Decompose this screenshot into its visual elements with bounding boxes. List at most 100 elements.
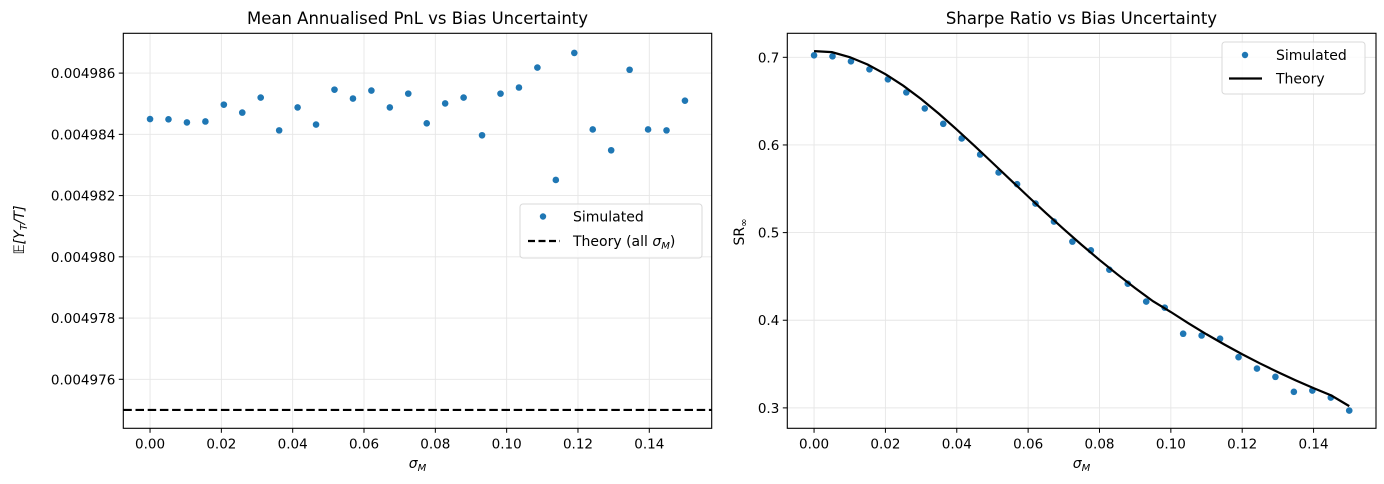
sharpe-simulated-point [1290,388,1298,396]
pnl-simulated-point [275,127,283,134]
pnl-simulated-point [165,116,172,123]
sharpe-x-tick-label: 0.12 [1227,436,1257,452]
pnl-y-tick-label: 0.004976 [51,372,115,388]
pnl-simulated-point [460,94,467,101]
sharpe-x-tick-label: 0.00 [799,436,829,452]
sharpe-simulated-point [903,89,910,96]
pnl-simulated-point [644,126,652,133]
pnl-gridlines [123,33,712,429]
pnl-simulated-point [423,120,431,127]
pnl-simulated-point [331,86,338,93]
sharpe-simulated-point [1179,330,1187,338]
pnl-x-tick-label: 0.00 [135,436,165,452]
sharpe-simulated-point [829,53,836,60]
sharpe-x-ticks: 0.00 0.02 0.04 0.06 0.08 0.10 0.12 0.14 [799,428,1329,452]
sharpe-simulated-point [921,105,929,112]
pnl-simulated-point [238,109,246,116]
pnl-legend-box [519,203,703,259]
pnl-simulated-point [552,176,560,184]
pnl-simulated-point [220,101,228,108]
sharpe-simulated-point [1235,353,1242,361]
pnl-y-axis-label: 𝔼[YT/T] [12,205,30,254]
sharpe-simulated-point [810,51,818,59]
pnl-simulated-point [146,115,154,123]
pnl-x-tick-label: 0.02 [206,436,236,452]
sharpe-y-tick-label: 0.6 [758,138,779,154]
pnl-legend-label-simulated: Simulated [573,210,644,226]
sharpe-theory-layer [813,49,1350,408]
pnl-x-ticks: 0.00 0.02 0.04 0.06 0.08 0.10 0.12 0.14 [135,428,664,452]
pnl-x-tick-label: 0.10 [492,436,522,452]
pnl-legend-label-theory: Theory (all σM) [572,234,675,252]
pnl-y-ticks: 0.004976 0.004978 0.004980 0.004982 0.004984… [51,66,124,388]
pnl-simulated-point [294,104,301,111]
pnl-simulated-point [626,66,633,74]
sharpe-legend-marker-simulated [1241,51,1249,59]
pnl-simulated-point [663,127,670,134]
pnl-simulated-point [404,90,412,97]
pnl-simulated-point [368,87,375,94]
pnl-x-tick-label: 0.06 [349,436,379,452]
pnl-y-tick-label: 0.004978 [51,311,115,327]
sharpe-x-tick-label: 0.08 [1084,436,1114,452]
sharpe-x-tick-label: 0.06 [1013,436,1043,452]
pnl-simulated-point [515,84,523,91]
pnl-legend: Simulated Theory (all σM) [519,203,703,259]
pnl-chart-title: Mean Annualised PnL vs Bias Uncertainty [247,9,588,28]
sharpe-gridlines [787,33,1376,429]
sharpe-legend-label-theory: Theory [1275,72,1325,88]
pnl-simulated-point [570,49,578,57]
sharpe-y-axis-label: SR∞ [732,219,750,246]
pnl-simulated-points [146,49,689,184]
sharpe-axes-frame [786,32,1377,429]
pnl-simulated-point [478,131,486,139]
pnl-simulated-point [681,97,689,104]
pnl-x-tick-label: 0.04 [278,436,308,452]
sharpe-simulated-point [866,66,873,73]
sharpe-simulated-point [1272,373,1279,381]
pnl-x-tick-label: 0.12 [563,436,593,452]
pnl-simulated-point [312,121,320,128]
sharpe-y-tick-label: 0.3 [758,401,779,417]
pnl-simulated-point [349,95,357,102]
sharpe-simulated-point [847,58,855,65]
pnl-y-tick-label: 0.004982 [51,189,115,205]
sharpe-x-tick-label: 0.02 [870,436,900,452]
sharpe-simulated-point [1345,407,1353,414]
sharpe-x-tick-label: 0.10 [1156,436,1186,452]
sharpe-legend-box [1221,41,1366,95]
sharpe-simulated-point [1198,332,1205,339]
sharpe-simulated-point [1142,298,1150,305]
pnl-simulated-point [607,146,615,154]
sharpe-simulated-point [1253,365,1261,372]
pnl-simulated-point [183,119,191,126]
pnl-simulated-point [441,100,449,107]
pnl-simulated-point [202,118,209,125]
pnl-simulated-point [497,90,504,97]
sharpe-legend-label-simulated: Simulated [1276,48,1347,64]
pnl-x-tick-label: 0.08 [420,436,450,452]
sharpe-theory-line [813,49,1350,408]
pnl-x-tick-label: 0.14 [634,436,664,452]
pnl-simulated-point [534,64,541,71]
pnl-x-axis-label: σM [409,456,427,474]
sharpe-chart: 0.00 0.02 0.04 0.06 0.08 0.10 0.12 0.14 0.3 0.4 0… [732,9,1377,474]
sharpe-x-tick-label: 0.14 [1299,436,1329,452]
sharpe-x-tick-label: 0.04 [942,436,972,452]
pnl-y-tick-label: 0.004986 [51,66,115,82]
pnl-y-tick-label: 0.004980 [51,250,115,266]
pnl-axes-frame [122,32,713,429]
pnl-simulated-point [386,104,394,111]
sharpe-y-tick-label: 0.4 [758,313,779,329]
sharpe-x-axis-label: σM [1073,456,1091,474]
pnl-legend-marker-simulated [539,213,547,220]
pnl-simulated-point [257,94,265,101]
sharpe-y-tick-label: 0.5 [758,226,779,242]
sharpe-legend: Simulated Theory [1221,41,1366,95]
sharpe-simulated-point [1069,238,1076,245]
pnl-y-tick-label: 0.004984 [51,127,115,143]
sharpe-y-tick-label: 0.7 [758,50,779,66]
sharpe-simulated-point [939,120,947,128]
pnl-chart: 0.00 0.02 0.04 0.06 0.08 0.10 0.12 0.14 0.00497… [12,9,713,474]
